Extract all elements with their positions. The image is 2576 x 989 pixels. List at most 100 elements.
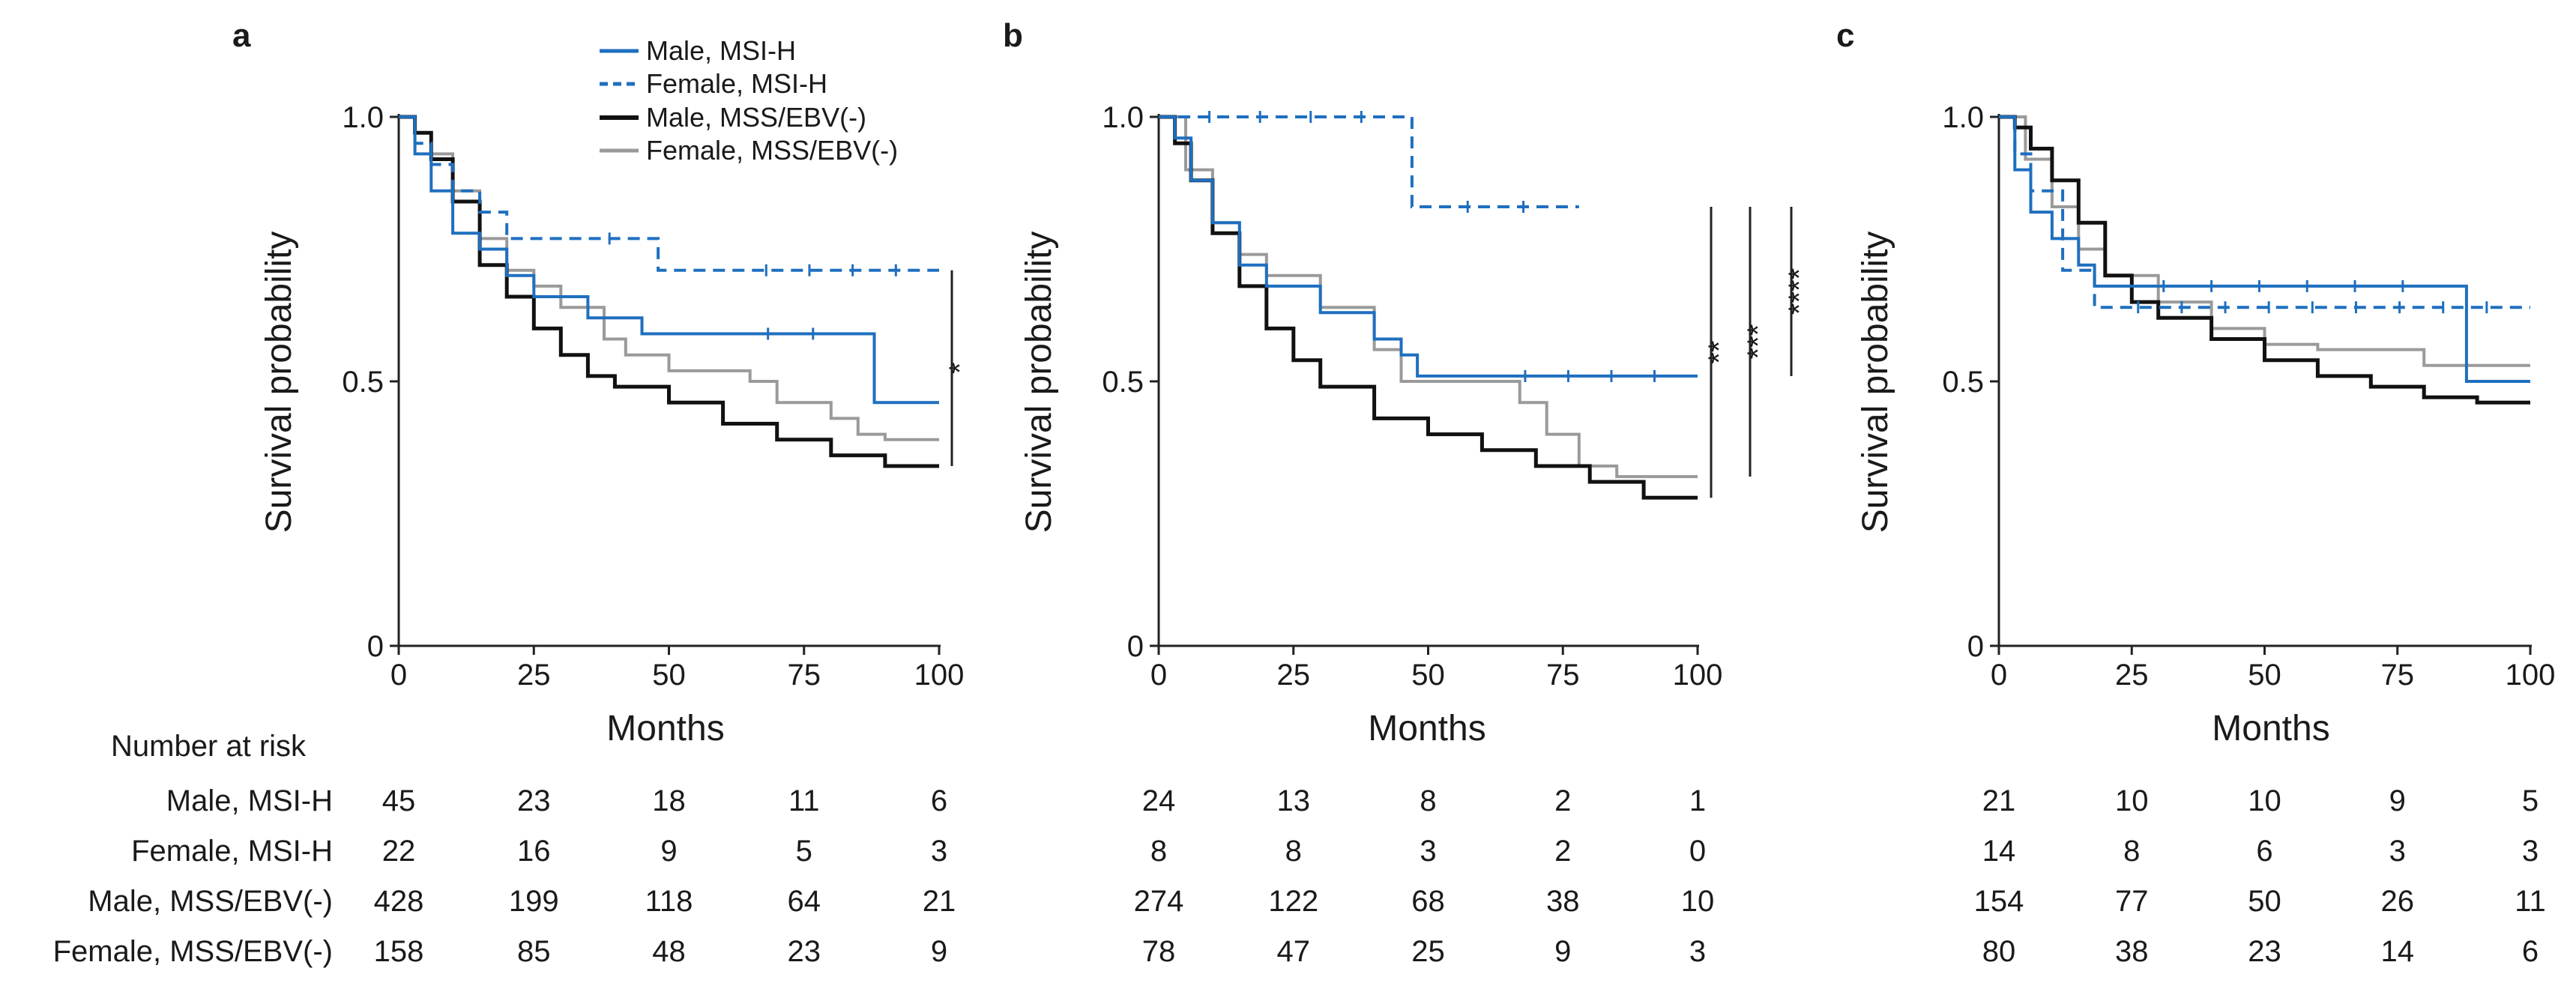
panel-a-risk-value: 21 bbox=[923, 885, 956, 918]
panel-c-risk-value: 80 bbox=[1982, 935, 2016, 968]
panel-c-risk-value: 38 bbox=[2115, 935, 2149, 968]
panel-c-risk-value: 26 bbox=[2381, 885, 2415, 918]
panel-c-risk-value: 21 bbox=[1982, 784, 2016, 817]
panel-c-x-tick-label: 25 bbox=[2115, 659, 2149, 692]
panel-a-x-tick-label: 75 bbox=[788, 659, 821, 692]
legend-label-female-msi-h: Female, MSI-H bbox=[646, 68, 827, 99]
panel-c-plot: 0 0.5 1.0 0 25 50 75 100 21 10 10 9 5 14 8 6 3 3 154 77 50 26… bbox=[1942, 101, 2555, 968]
panel-c-risk-value: 50 bbox=[2248, 885, 2281, 918]
panel-c-x-tick-label: 50 bbox=[2248, 659, 2281, 692]
panel-b-y-label: Survival probability bbox=[1019, 232, 1059, 533]
panel-a-y-tick-label: 0.5 bbox=[342, 366, 384, 399]
panel-c-y-tick-label: 1.0 bbox=[1942, 101, 1984, 134]
panel-a-significance-label: * bbox=[944, 363, 977, 375]
panel-a-series-male-mss-ebv bbox=[399, 115, 939, 468]
panel-b-risk-value: 2 bbox=[1554, 835, 1571, 868]
panel-a-risk-value: 45 bbox=[382, 784, 416, 817]
panel-b-risk-value: 24 bbox=[1142, 784, 1176, 817]
risk-table-title: Number at risk bbox=[111, 730, 307, 763]
panel-a-x-tick-label: 0 bbox=[390, 659, 407, 692]
panel-c-series-male-mss-ebv bbox=[1999, 115, 2530, 405]
panel-a-series-female-msi-h bbox=[399, 115, 939, 272]
panel-a-risk-value: 22 bbox=[382, 835, 416, 868]
panel-a-risk-value: 6 bbox=[931, 784, 947, 817]
panel-b-y-tick-label: 0.5 bbox=[1102, 366, 1144, 399]
panel-b-risk-value: 10 bbox=[1681, 885, 1715, 918]
panel-b-risk-value: 13 bbox=[1277, 784, 1311, 817]
panel-b-risk-value: 8 bbox=[1285, 835, 1302, 868]
panel-c-risk-value: 77 bbox=[2115, 885, 2149, 918]
panel-b-risk-value: 3 bbox=[1420, 835, 1436, 868]
panel-a-risk-value: 9 bbox=[660, 835, 677, 868]
legend-label-male-mss: Male, MSS/EBV(-) bbox=[646, 102, 866, 133]
panel-a-plot: 0 0.5 1.0 0 25 50 75 100 * 45 23 18 11 6 22 16 9 5 3 428 199… bbox=[342, 101, 977, 968]
panel-b-risk-value: 8 bbox=[1420, 784, 1436, 817]
panel-c-risk-value: 6 bbox=[2256, 835, 2272, 868]
panel-c-risk-value: 154 bbox=[1974, 885, 2024, 918]
panel-c-risk-value: 10 bbox=[2248, 784, 2281, 817]
panel-c-y-tick-label: 0.5 bbox=[1942, 366, 1984, 399]
panel-b-risk-value: 8 bbox=[1150, 835, 1167, 868]
panel-a-risk-value: 23 bbox=[788, 935, 821, 968]
panel-b-significance-label: **** bbox=[1783, 268, 1816, 315]
panel-b-x-tick-label: 50 bbox=[1411, 659, 1445, 692]
panel-c-risk-value: 3 bbox=[2389, 835, 2406, 868]
panel-b-significance-label: *** bbox=[1742, 324, 1775, 360]
panel-c-series-male-msi-h bbox=[1999, 115, 2530, 383]
panel-b-x-tick-label: 100 bbox=[1673, 659, 1723, 692]
panel-c-x-tick-label: 75 bbox=[2381, 659, 2415, 692]
panel-a-risk-value: 16 bbox=[517, 835, 551, 868]
panel-c-series-female-msi-h bbox=[1999, 115, 2530, 309]
panel-c-risk-value: 6 bbox=[2522, 935, 2539, 968]
panel-a-risk-value: 3 bbox=[931, 835, 947, 868]
panel-b-risk-value: 78 bbox=[1142, 935, 1176, 968]
panel-a-risk-value: 158 bbox=[374, 935, 424, 968]
risk-row-label-male-mss: Male, MSS/EBV(-) bbox=[88, 885, 333, 918]
panel-a-risk-value: 5 bbox=[796, 835, 812, 868]
risk-row-label-male-msi-h: Male, MSI-H bbox=[166, 784, 333, 817]
panel-c-risk-value: 3 bbox=[2522, 835, 2539, 868]
panel-c-risk-value: 23 bbox=[2248, 935, 2281, 968]
panel-b-letter: b bbox=[1003, 17, 1023, 54]
panel-a-risk-value: 48 bbox=[652, 935, 686, 968]
panel-c-series-female-mss-ebv bbox=[1999, 115, 2530, 367]
panel-b-risk-value: 9 bbox=[1554, 935, 1571, 968]
panel-b-significance-label: ** bbox=[1703, 341, 1736, 364]
panel-c-risk-value: 8 bbox=[2123, 835, 2140, 868]
panel-c-risk-value: 14 bbox=[2381, 935, 2415, 968]
panel-c-risk-value: 11 bbox=[2515, 885, 2546, 918]
panel-c-x-tick-label: 100 bbox=[2506, 659, 2556, 692]
panel-b-risk-value: 25 bbox=[1411, 935, 1445, 968]
panel-a-y-label: Survival probability bbox=[259, 232, 299, 533]
panel-a-x-tick-label: 50 bbox=[652, 659, 686, 692]
panel-a-risk-value: 23 bbox=[517, 784, 551, 817]
panel-b-x-label: Months bbox=[1368, 709, 1485, 748]
panel-c-risk-value: 9 bbox=[2389, 784, 2406, 817]
panel-c-y-label: Survival probability bbox=[1856, 232, 1895, 533]
panel-b-y-tick-label: 0 bbox=[1127, 630, 1144, 663]
panel-a-x-tick-label: 100 bbox=[914, 659, 965, 692]
panel-b-risk-value: 38 bbox=[1546, 885, 1580, 918]
panel-b-x-tick-label: 75 bbox=[1546, 659, 1580, 692]
panel-a-y-tick-label: 1.0 bbox=[342, 101, 384, 134]
panel-a-y-tick-label: 0 bbox=[367, 630, 384, 663]
panel-b-risk-value: 2 bbox=[1554, 784, 1571, 817]
panel-b-plot: 00.51.00 25 50 75 100** *******24 13 8 2 18 8 3 2 027… bbox=[1102, 101, 1816, 968]
legend: Male, MSI-H Female, MSI-H Male, MSS/EBV(… bbox=[600, 35, 898, 166]
panel-a-risk-value: 64 bbox=[788, 885, 821, 918]
panel-b-series-female-msi-h bbox=[1159, 115, 1579, 208]
panel-b-series-male-msi-h bbox=[1159, 115, 1698, 378]
panel-a-letter: a bbox=[232, 17, 251, 54]
panel-b-risk-value: 68 bbox=[1411, 885, 1445, 918]
legend-label-male-msi-h: Male, MSI-H bbox=[646, 35, 796, 66]
panel-c-letter: c bbox=[1836, 17, 1854, 54]
panel-b-risk-value: 122 bbox=[1268, 885, 1318, 918]
panel-a-risk-value: 18 bbox=[652, 784, 686, 817]
risk-row-label-female-msi-h: Female, MSI-H bbox=[131, 835, 333, 868]
panel-c-x-label: Months bbox=[2212, 709, 2329, 748]
panel-c-risk-value: 5 bbox=[2522, 784, 2539, 817]
panel-a-x-label: Months bbox=[606, 709, 724, 748]
panel-c-x-tick-label: 0 bbox=[1991, 659, 2007, 692]
panel-b-x-tick-label: 0 bbox=[1150, 659, 1167, 692]
panel-a-risk-value: 118 bbox=[645, 885, 693, 918]
